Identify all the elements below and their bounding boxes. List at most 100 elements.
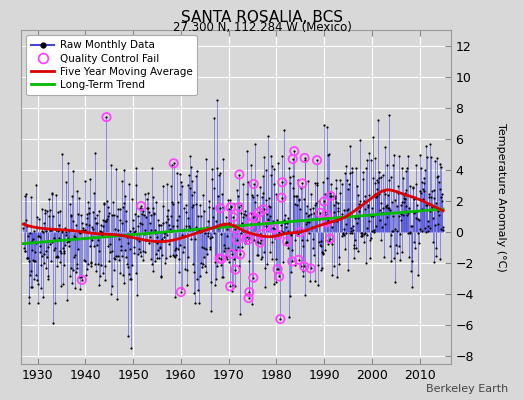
Point [248,213,257,220]
Point [282,238,290,245]
Point [381,220,389,227]
Point [353,183,361,189]
Point [44,273,52,279]
Point [272,217,281,224]
Point [237,230,245,236]
Point [249,194,257,200]
Point [351,237,359,244]
Point [53,209,62,216]
Point [144,205,152,211]
Point [342,221,350,227]
Point [221,245,229,252]
Point [176,171,184,177]
Y-axis label: Temperature Anomaly (°C): Temperature Anomaly (°C) [496,123,506,271]
Point [308,216,316,223]
Point [262,222,270,229]
Point [407,268,416,274]
Point [120,200,128,206]
Point [106,248,114,255]
Point [67,212,75,218]
Point [419,180,428,186]
Point [177,289,185,295]
Point [391,196,399,203]
Point [67,213,75,220]
Point [280,220,289,226]
Point [254,252,262,258]
Point [279,127,288,134]
Point [325,151,333,157]
Point [304,213,312,220]
Point [80,226,89,233]
Point [132,165,140,171]
Text: 27.300 N, 112.284 W (Mexico): 27.300 N, 112.284 W (Mexico) [172,21,352,34]
Point [278,179,287,186]
Point [20,220,28,227]
Point [287,231,295,237]
Point [380,191,389,197]
Point [324,217,332,223]
Point [64,235,72,241]
Point [32,214,41,220]
Point [365,150,373,156]
Point [226,204,235,210]
Point [271,235,279,242]
Point [258,194,266,200]
Point [115,217,124,223]
Point [30,258,39,264]
Point [436,160,444,167]
Point [352,165,360,172]
Point [190,289,198,296]
Point [160,234,168,240]
Point [418,228,427,234]
Point [126,228,135,234]
Point [254,238,263,245]
Point [107,212,116,218]
Point [156,244,165,250]
Point [66,273,74,279]
Point [157,274,165,280]
Point [432,174,441,181]
Point [196,202,204,208]
Point [224,206,233,212]
Point [155,255,163,261]
Point [436,164,445,170]
Point [387,173,395,180]
Point [134,250,143,257]
Point [126,245,134,252]
Point [45,196,53,202]
Point [153,255,161,262]
Point [320,198,329,205]
Point [270,280,278,287]
Text: Berkeley Earth: Berkeley Earth [426,384,508,394]
Point [260,265,269,272]
Point [432,200,441,206]
Point [226,283,234,290]
Point [127,345,135,352]
Point [37,285,45,291]
Point [118,178,126,184]
Point [205,244,214,250]
Point [192,224,201,230]
Point [389,212,397,219]
Point [156,222,165,228]
Point [90,190,98,196]
Point [356,204,364,210]
Point [383,162,391,168]
Point [293,202,302,209]
Point [425,225,434,232]
Point [322,236,330,243]
Point [69,168,77,175]
Point [310,202,319,208]
Point [170,160,178,166]
Point [374,117,382,123]
Point [141,191,149,197]
Point [326,236,334,242]
Point [196,213,205,219]
Point [352,206,360,212]
Point [324,152,333,159]
Point [110,212,118,218]
Point [255,204,263,210]
Point [216,261,225,268]
Point [114,227,122,233]
Point [181,265,189,272]
